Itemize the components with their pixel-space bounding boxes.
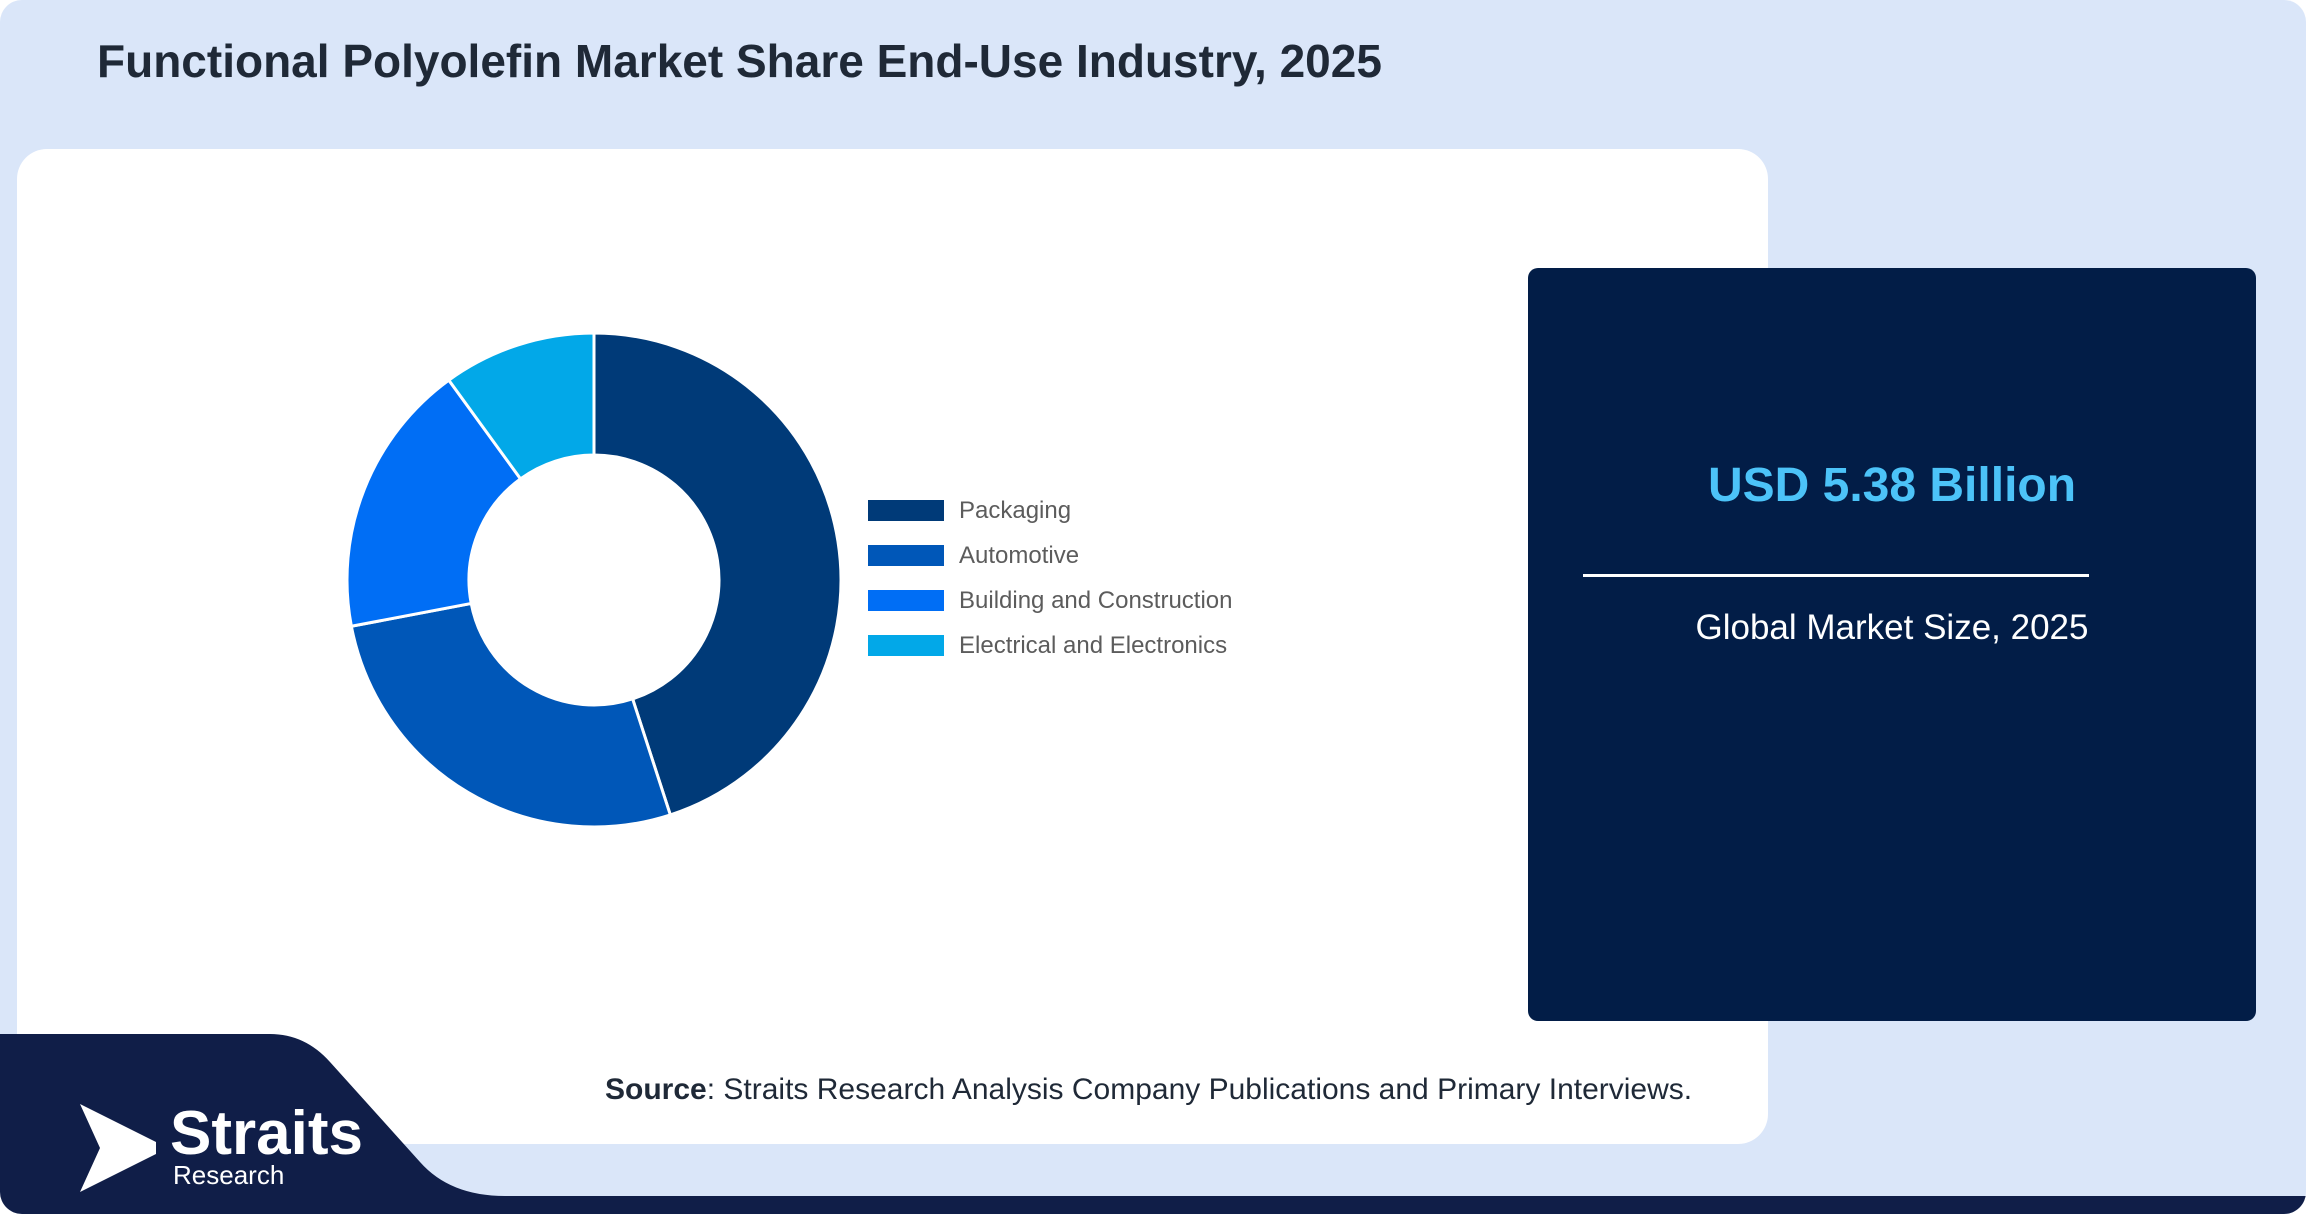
legend-label: Packaging: [959, 497, 1071, 524]
legend-swatch: [868, 635, 944, 656]
market-size-label: Global Market Size, 2025: [1695, 608, 2089, 647]
market-size-box: USD 5.38 Billion Global Market Size, 202…: [1528, 268, 2256, 1021]
source-prefix: Source: [605, 1073, 707, 1106]
logo-subtitle: Research: [173, 1160, 285, 1190]
legend-swatch: [868, 590, 944, 611]
donut-slice-building-and-construction: [345, 378, 523, 629]
logo-arrow-icon: [80, 1104, 156, 1192]
legend-swatch: [868, 500, 944, 521]
legend-swatch: [868, 545, 944, 566]
straits-logo: Straits Research: [78, 1099, 398, 1194]
source-note: Source: Straits Research Analysis Compan…: [605, 1073, 1692, 1107]
logo-name: Straits: [170, 1099, 363, 1168]
page-title: Functional Polyolefin Market Share End-U…: [97, 35, 1382, 87]
donut-slice-automotive: [349, 601, 673, 829]
legend-label: Building and Construction: [959, 587, 1233, 614]
divider: [1583, 574, 2089, 577]
legend-label: Electrical and Electronics: [959, 632, 1227, 659]
donut-slice-electrical-and-electronics: [446, 331, 596, 481]
market-size-value: USD 5.38 Billion: [1707, 459, 2077, 512]
source-text: : Straits Research Analysis Company Publ…: [706, 1073, 1693, 1106]
donut-slice-packaging: [592, 331, 843, 817]
legend-label: Automotive: [959, 542, 1079, 569]
